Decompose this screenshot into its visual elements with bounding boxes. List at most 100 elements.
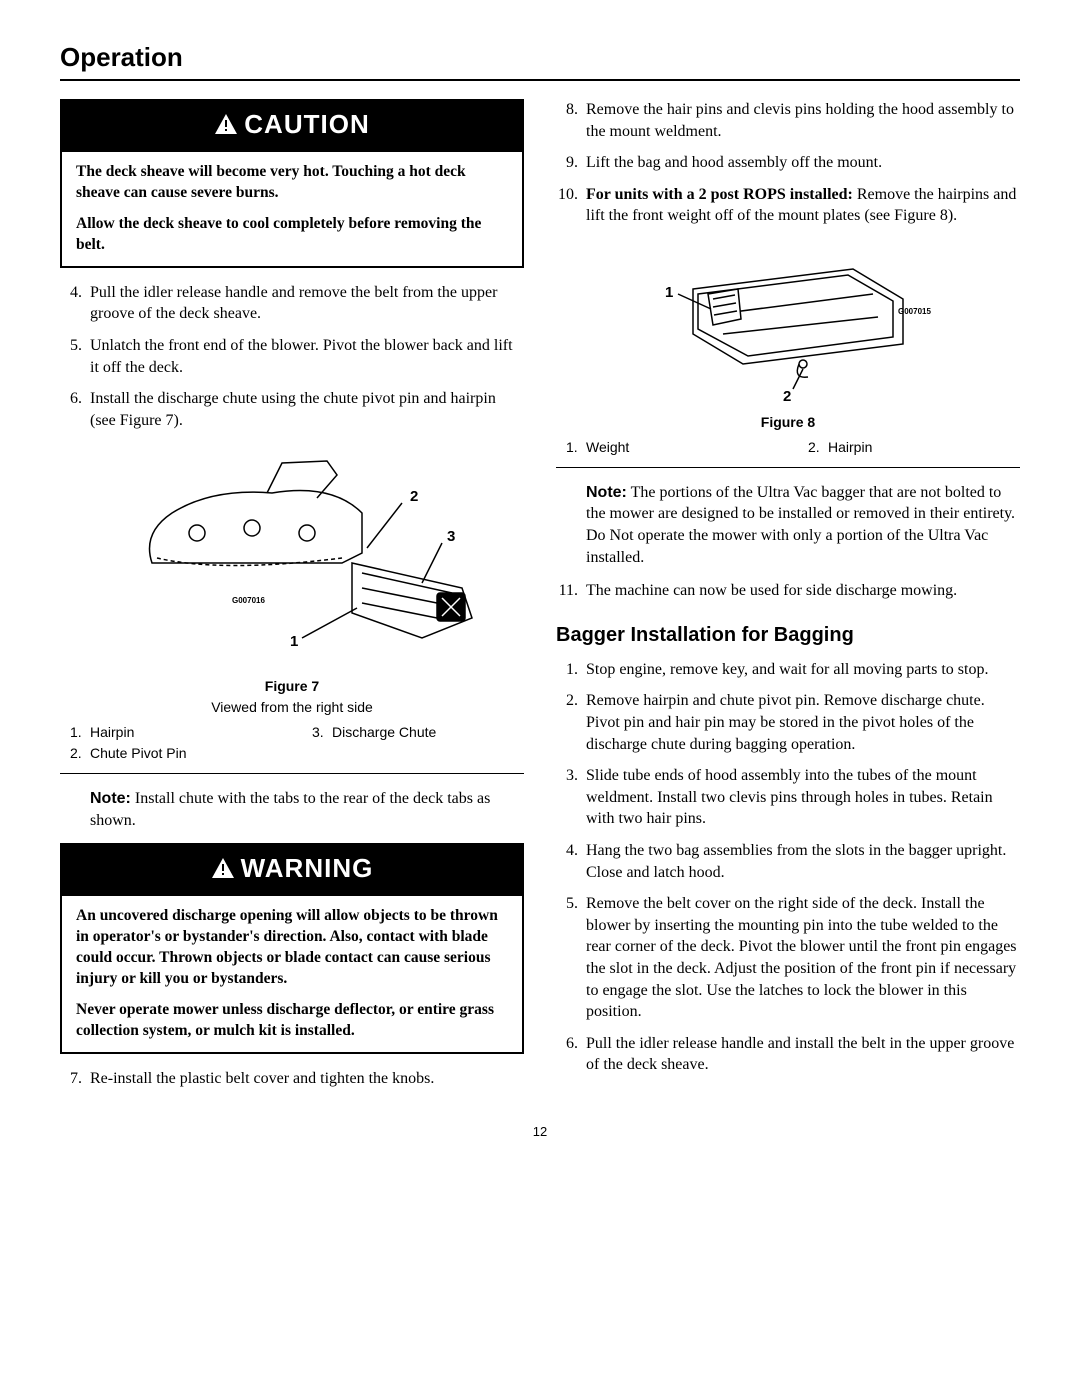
step-9: 9.Lift the bag and hood assembly off the… [556, 152, 1020, 174]
install-steps: 1.Stop engine, remove key, and wait for … [556, 659, 1020, 1076]
step-text: Slide tube ends of hood assembly into th… [586, 765, 1020, 830]
caution-header: CAUTION [62, 101, 522, 152]
step-num: 3. [556, 765, 586, 830]
svg-text:1: 1 [665, 284, 673, 301]
figure-8-caption: Figure 8 [556, 413, 1020, 432]
step-text: Hang the two bag assemblies from the slo… [586, 840, 1020, 883]
note-2: Note: The portions of the Ultra Vac bagg… [586, 482, 1020, 568]
step-num: 1. [556, 659, 586, 681]
page-number: 12 [60, 1123, 1020, 1141]
step-text: Re-install the plastic belt cover and ti… [90, 1068, 524, 1090]
right-steps-b: 11.The machine can now be used for side … [556, 580, 1020, 602]
figure-7-subcaption: Viewed from the right side [60, 698, 524, 717]
install-step-3: 3.Slide tube ends of hood assembly into … [556, 765, 1020, 830]
right-steps-a: 8.Remove the hair pins and clevis pins h… [556, 99, 1020, 227]
two-column-layout: CAUTION The deck sheave will become very… [60, 99, 1020, 1099]
note-1: Note: Install chute with the tabs to the… [90, 788, 524, 831]
warning-triangle-icon [211, 853, 235, 888]
svg-text:G007015: G007015 [898, 307, 931, 316]
figure-8-legend: 1.Weight 2.Hairpin [556, 438, 1020, 459]
section-title: Operation [60, 40, 1020, 81]
step-num: 2. [556, 690, 586, 755]
figure-7-drawing: 2 3 1 G007016 [102, 443, 482, 673]
step-7: 7.Re-install the plastic belt cover and … [60, 1068, 524, 1090]
divider [60, 773, 524, 774]
step-num: 6. [556, 1033, 586, 1076]
step-num: 10. [556, 184, 586, 227]
step-text: Remove the belt cover on the right side … [586, 893, 1020, 1023]
install-step-5: 5.Remove the belt cover on the right sid… [556, 893, 1020, 1023]
note-text: Install chute with the tabs to the rear … [90, 790, 490, 829]
step-num: 7. [60, 1068, 90, 1090]
step-num: 6. [60, 388, 90, 431]
legend-text: Discharge Chute [332, 723, 514, 742]
step-5: 5.Unlatch the front end of the blower. P… [60, 335, 524, 378]
install-step-1: 1.Stop engine, remove key, and wait for … [556, 659, 1020, 681]
legend-num: 2. [808, 438, 828, 457]
step-num: 8. [556, 99, 586, 142]
legend-num: 3. [312, 723, 332, 742]
warning-box: WARNING An uncovered discharge opening w… [60, 843, 524, 1054]
svg-text:1: 1 [290, 633, 298, 650]
legend-text: Hairpin [828, 438, 1010, 457]
warning-label: WARNING [241, 853, 374, 883]
left-column: CAUTION The deck sheave will become very… [60, 99, 524, 1099]
figure-7-caption: Figure 7 [60, 677, 524, 696]
right-column: 8.Remove the hair pins and clevis pins h… [556, 99, 1020, 1099]
step-num: 4. [556, 840, 586, 883]
caution-label: CAUTION [244, 109, 369, 139]
step-text: Remove hairpin and chute pivot pin. Remo… [586, 690, 1020, 755]
left-steps-a: 4.Pull the idler release handle and remo… [60, 282, 524, 432]
warning-p2: Never operate mower unless discharge def… [76, 1000, 508, 1042]
svg-text:2: 2 [783, 388, 791, 405]
left-steps-b: 7.Re-install the plastic belt cover and … [60, 1068, 524, 1090]
step-num: 5. [60, 335, 90, 378]
install-step-6: 6.Pull the idler release handle and inst… [556, 1033, 1020, 1076]
step-10-bold: For units with a 2 post ROPS installed: [586, 186, 853, 203]
legend-num: 2. [70, 744, 90, 763]
svg-text:3: 3 [447, 528, 455, 545]
subsection-title: Bagger Installation for Bagging [556, 622, 1020, 649]
step-num: 4. [60, 282, 90, 325]
divider [556, 467, 1020, 468]
step-text: Remove the hair pins and clevis pins hol… [586, 99, 1020, 142]
legend-text: Chute Pivot Pin [90, 744, 272, 763]
warning-p1: An uncovered discharge opening will allo… [76, 906, 508, 990]
caution-box: CAUTION The deck sheave will become very… [60, 99, 524, 268]
step-text: Install the discharge chute using the ch… [90, 388, 524, 431]
step-num: 9. [556, 152, 586, 174]
step-text: Unlatch the front end of the blower. Piv… [90, 335, 524, 378]
step-8: 8.Remove the hair pins and clevis pins h… [556, 99, 1020, 142]
legend-num: 1. [566, 438, 586, 457]
step-text: The machine can now be used for side dis… [586, 580, 1020, 602]
install-step-2: 2.Remove hairpin and chute pivot pin. Re… [556, 690, 1020, 755]
install-step-4: 4.Hang the two bag assemblies from the s… [556, 840, 1020, 883]
step-6: 6.Install the discharge chute using the … [60, 388, 524, 431]
legend-text: Weight [586, 438, 768, 457]
figure-8-drawing: 1 2 G007015 [623, 239, 953, 409]
step-11: 11.The machine can now be used for side … [556, 580, 1020, 602]
step-text: Pull the idler release handle and instal… [586, 1033, 1020, 1076]
svg-text:G007016: G007016 [232, 596, 265, 605]
step-4: 4.Pull the idler release handle and remo… [60, 282, 524, 325]
caution-body: The deck sheave will become very hot. To… [62, 152, 522, 266]
step-num: 5. [556, 893, 586, 1023]
figure-7: 2 3 1 G007016 Figure 7 Viewed from the r… [60, 443, 524, 717]
step-text: Stop engine, remove key, and wait for al… [586, 659, 1020, 681]
warning-body: An uncovered discharge opening will allo… [62, 896, 522, 1052]
figure-7-legend: 1.Hairpin 2.Chute Pivot Pin 3.Discharge … [60, 723, 524, 765]
warning-triangle-icon [214, 109, 238, 144]
note-label: Note: [586, 484, 627, 501]
warning-header: WARNING [62, 845, 522, 896]
step-num: 11. [556, 580, 586, 602]
step-text: For units with a 2 post ROPS installed: … [586, 184, 1020, 227]
caution-p1: The deck sheave will become very hot. To… [76, 162, 508, 204]
note-label: Note: [90, 790, 131, 807]
step-text: Lift the bag and hood assembly off the m… [586, 152, 1020, 174]
figure-8: 1 2 G007015 Figure 8 [556, 239, 1020, 432]
step-10: 10.For units with a 2 post ROPS installe… [556, 184, 1020, 227]
caution-p2: Allow the deck sheave to cool completely… [76, 214, 508, 256]
svg-text:2: 2 [410, 488, 418, 505]
step-text: Pull the idler release handle and remove… [90, 282, 524, 325]
note-text: The portions of the Ultra Vac bagger tha… [586, 484, 1015, 566]
